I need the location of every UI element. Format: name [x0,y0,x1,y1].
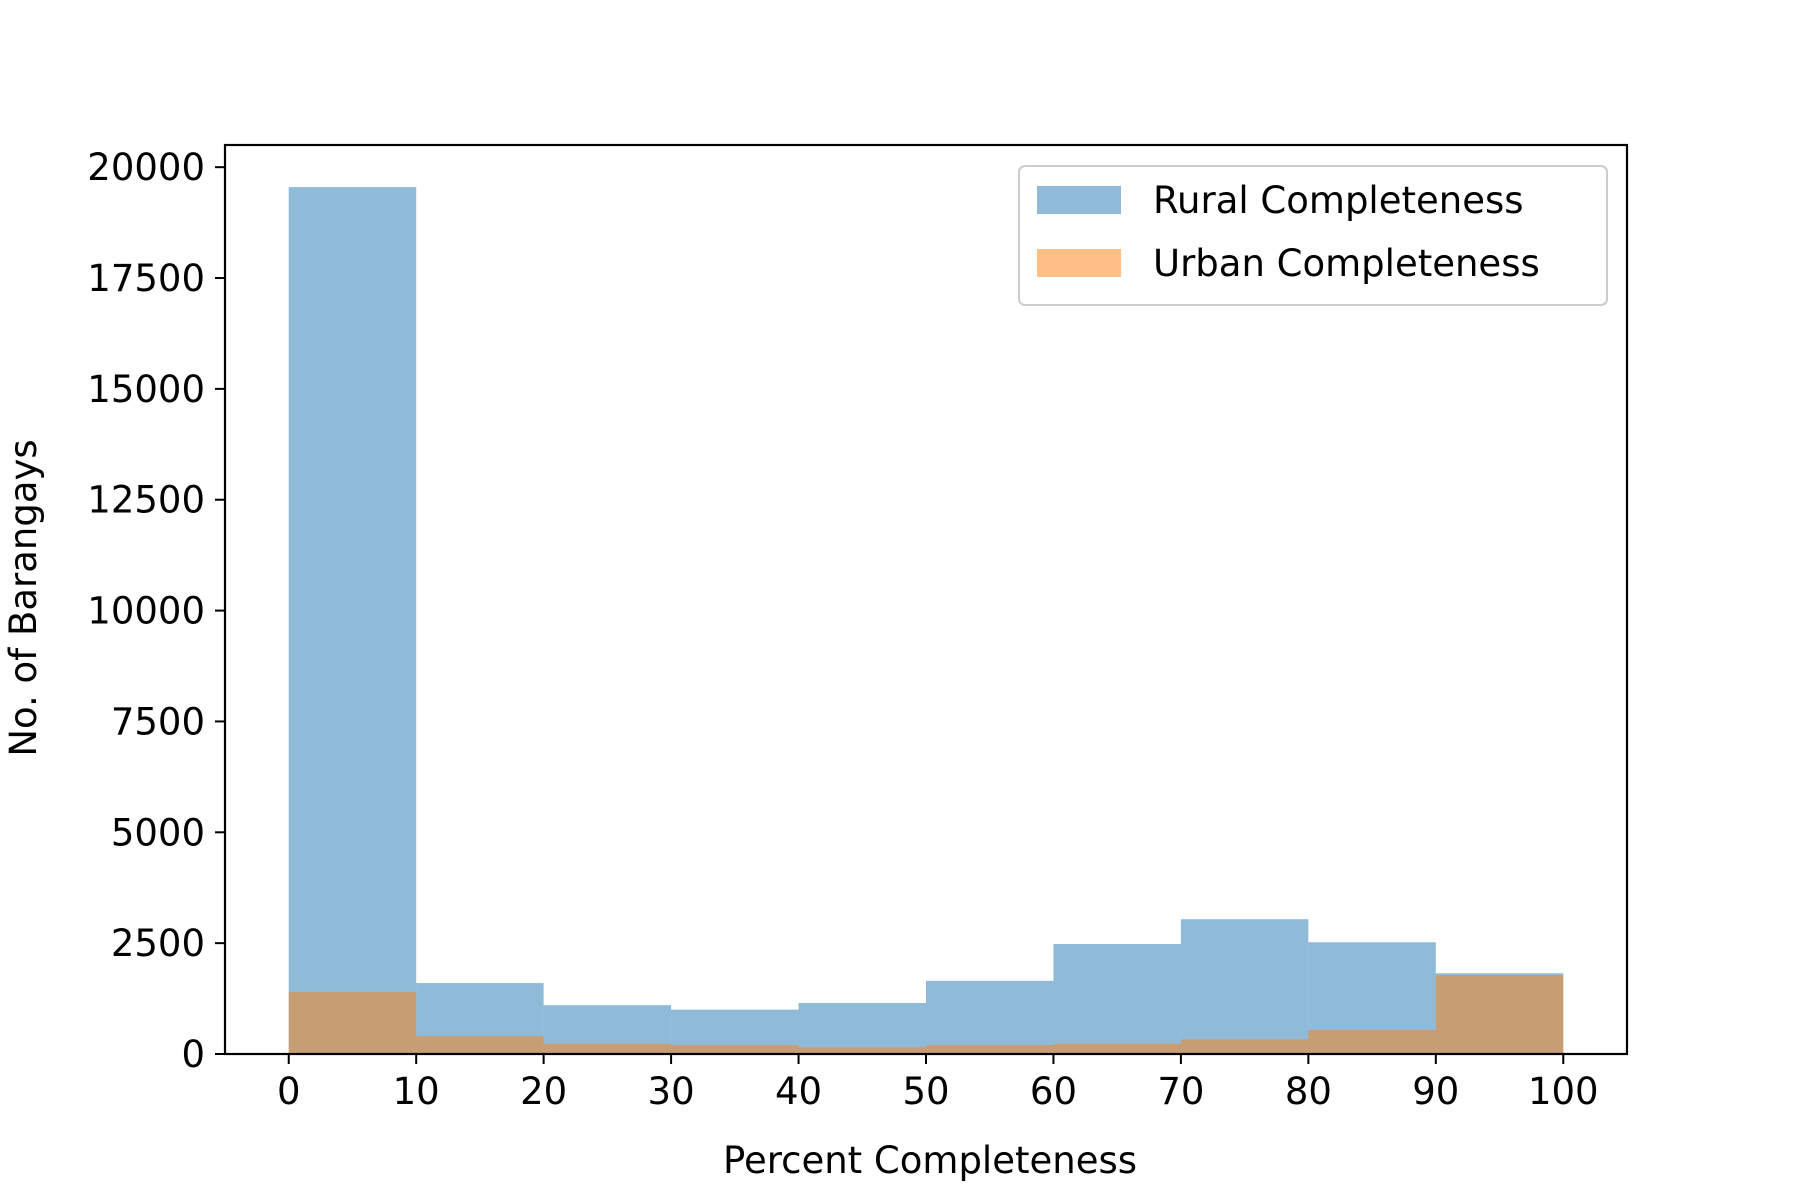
bar-series-2-bin-4 [671,1045,799,1054]
y-tick-label: 0 [181,1033,205,1076]
legend-box [1018,165,1608,306]
x-tick-label: 50 [902,1070,949,1113]
x-tick-label: 20 [520,1070,567,1113]
x-tick-label: 100 [1528,1070,1599,1113]
bar-series-2-bin-1 [288,991,417,1054]
bar-series-2-bin-10 [1435,975,1564,1054]
bar-series-2-bin-9 [1308,1030,1436,1054]
bar-series-2-bin-3 [543,1043,672,1054]
bar-series-2-bin-2 [416,1036,544,1054]
bar-series-2-bin-5 [798,1047,926,1054]
y-tick-label: 17500 [87,257,205,300]
bars-layer [288,187,1564,1054]
y-tick-label: 12500 [87,479,205,522]
legend-swatch-1 [1037,186,1121,214]
y-tick-label: 2500 [111,922,205,965]
bar-series-2-bin-6 [926,1045,1054,1054]
x-tick-label: 0 [277,1070,301,1113]
x-axis-label: Percent Completeness [723,1139,1137,1182]
x-tick-label: 90 [1412,1070,1459,1113]
x-tick-label: 40 [775,1070,822,1113]
legend-label-1: Rural Completeness [1153,179,1524,222]
legend: Rural Completeness Urban Completeness [1018,165,1608,306]
x-tick-label: 60 [1030,1070,1077,1113]
bar-series-1-bin-7 [1053,944,1181,1054]
bar-series-1-bin-1 [288,187,417,1054]
legend-label-2: Urban Completeness [1153,242,1540,285]
bar-series-1-bin-6 [926,980,1054,1054]
x-tick-label: 30 [648,1070,695,1113]
bar-series-1-bin-5 [798,1003,926,1054]
legend-swatch-2 [1037,249,1121,277]
x-tick-label: 10 [393,1070,440,1113]
bar-series-1-bin-8 [1180,919,1309,1054]
y-axis-label: No. of Barangays [2,439,45,756]
x-tick-label: 70 [1157,1070,1204,1113]
y-tick-label: 15000 [87,368,205,411]
y-tick-label: 20000 [87,146,205,189]
bar-series-2-bin-8 [1180,1039,1309,1054]
y-tick-label: 10000 [87,590,205,633]
bar-series-2-bin-7 [1053,1043,1181,1054]
y-tick-label: 5000 [111,811,205,854]
axes-layer: 0 10 20 30 40 50 60 70 80 90 100 0 2500 5000 7500 10000… [87,143,1629,1113]
x-tick-label: 80 [1285,1070,1332,1113]
y-tick-label: 7500 [111,700,205,743]
